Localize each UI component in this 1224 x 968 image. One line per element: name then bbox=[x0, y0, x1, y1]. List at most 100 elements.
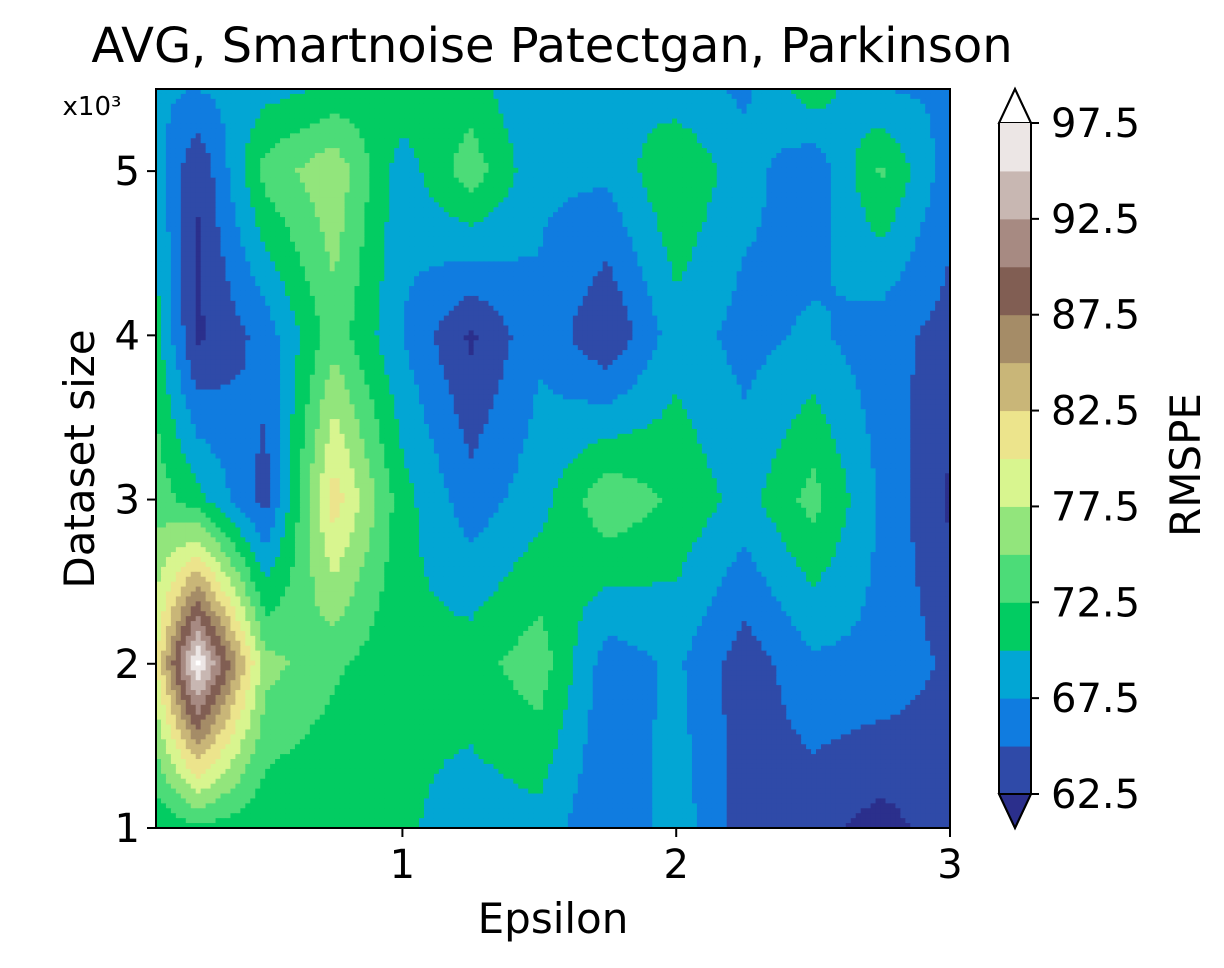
contour-cell bbox=[563, 192, 569, 198]
contour-cell bbox=[325, 207, 331, 213]
contour-cell bbox=[315, 128, 321, 134]
contour-cell bbox=[662, 114, 668, 120]
contour-cell bbox=[394, 202, 400, 208]
contour-cell bbox=[915, 212, 921, 218]
contour-cell bbox=[161, 119, 167, 125]
contour-cell bbox=[364, 104, 370, 110]
contour-cell bbox=[935, 168, 941, 174]
contour-cell bbox=[667, 232, 673, 238]
contour-cell bbox=[786, 104, 792, 110]
contour-cell bbox=[444, 207, 450, 213]
contour-cell bbox=[672, 99, 678, 105]
contour-cell bbox=[315, 133, 321, 139]
contour-cell bbox=[712, 158, 718, 164]
contour-cell bbox=[498, 163, 504, 169]
contour-cell bbox=[488, 222, 494, 228]
contour-cell bbox=[841, 163, 847, 169]
contour-cell bbox=[890, 173, 896, 179]
contour-cell bbox=[290, 163, 296, 169]
contour-cell bbox=[548, 94, 554, 100]
contour-cell bbox=[900, 109, 906, 115]
contour-cell bbox=[469, 143, 475, 149]
contour-cell bbox=[821, 163, 827, 169]
contour-cell bbox=[816, 109, 822, 115]
contour-cell bbox=[707, 119, 713, 125]
contour-cell bbox=[905, 114, 911, 120]
contour-cell bbox=[459, 123, 465, 129]
contour-cell bbox=[578, 173, 584, 179]
contour-cell bbox=[424, 104, 430, 110]
contour-cell bbox=[270, 242, 276, 248]
contour-cell bbox=[225, 153, 231, 159]
contour-cell bbox=[667, 128, 673, 134]
contour-cell bbox=[583, 138, 589, 144]
contour-cell bbox=[364, 133, 370, 139]
contour-cell bbox=[454, 232, 460, 238]
contour-cell bbox=[414, 212, 420, 218]
contour-cell bbox=[225, 128, 231, 134]
contour-cell bbox=[315, 202, 321, 208]
contour-cell bbox=[235, 232, 241, 238]
contour-cell bbox=[211, 237, 217, 243]
contour-cell bbox=[335, 212, 341, 218]
contour-cell bbox=[866, 188, 872, 194]
contour-cell bbox=[488, 138, 494, 144]
contour-cell bbox=[404, 104, 410, 110]
contour-cell bbox=[434, 237, 440, 243]
contour-cell bbox=[493, 158, 499, 164]
contour-cell bbox=[866, 217, 872, 223]
contour-cell bbox=[712, 217, 718, 223]
contour-cell bbox=[841, 168, 847, 174]
contour-cell bbox=[330, 104, 336, 110]
contour-cell bbox=[861, 178, 867, 184]
contour-cell bbox=[285, 242, 291, 248]
contour-cell bbox=[647, 192, 653, 198]
contour-cell bbox=[647, 109, 653, 115]
contour-cell bbox=[781, 197, 787, 203]
contour-cell bbox=[781, 183, 787, 189]
contour-cell bbox=[235, 192, 241, 198]
contour-cell bbox=[801, 192, 807, 198]
contour-cell bbox=[345, 94, 351, 100]
contour-cell bbox=[533, 153, 539, 159]
contour-cell bbox=[836, 168, 842, 174]
contour-cell bbox=[846, 114, 852, 120]
contour-cell bbox=[374, 104, 380, 110]
contour-cell bbox=[295, 114, 301, 120]
contour-cell bbox=[920, 114, 926, 120]
contour-cell bbox=[181, 212, 187, 218]
contour-cell bbox=[692, 168, 698, 174]
contour-cell bbox=[186, 242, 192, 248]
contour-cell bbox=[270, 188, 276, 194]
contour-cell bbox=[409, 207, 415, 213]
contour-cell bbox=[722, 237, 728, 243]
contour-cell bbox=[538, 104, 544, 110]
contour-cell bbox=[588, 133, 594, 139]
contour-cell bbox=[345, 227, 351, 233]
contour-cell bbox=[836, 143, 842, 149]
contour-cell bbox=[742, 128, 748, 134]
contour-cell bbox=[469, 192, 475, 198]
contour-cell bbox=[528, 138, 534, 144]
contour-cell bbox=[910, 173, 916, 179]
contour-cell bbox=[379, 237, 385, 243]
contour-cell bbox=[603, 119, 609, 125]
contour-cell bbox=[493, 163, 499, 169]
contour-cell bbox=[722, 217, 728, 223]
contour-cell bbox=[493, 168, 499, 174]
contour-cell bbox=[240, 143, 246, 149]
contour-cell bbox=[270, 163, 276, 169]
contour-cell bbox=[364, 168, 370, 174]
contour-cell bbox=[488, 163, 494, 169]
contour-cell bbox=[935, 217, 941, 223]
contour-cell bbox=[345, 183, 351, 189]
contour-cell bbox=[667, 192, 673, 198]
contour-cell bbox=[707, 158, 713, 164]
contour-cell bbox=[766, 153, 772, 159]
contour-cell bbox=[662, 99, 668, 105]
contour-cell bbox=[389, 217, 395, 223]
contour-cell bbox=[866, 178, 872, 184]
contour-cell bbox=[523, 202, 529, 208]
contour-cell bbox=[692, 104, 698, 110]
contour-cell bbox=[727, 168, 733, 174]
